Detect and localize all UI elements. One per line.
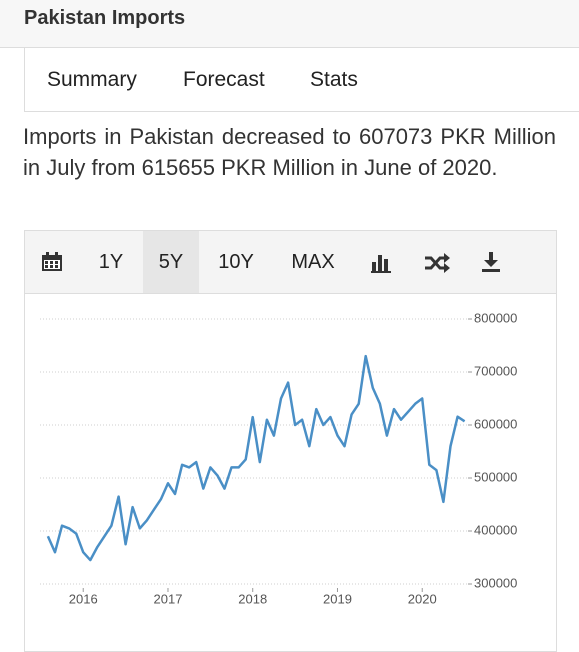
bar-chart-icon[interactable]	[371, 253, 391, 273]
range-button[interactable]: 5Y	[143, 231, 199, 293]
page-title: Pakistan Imports	[24, 7, 186, 29]
shuffle-icon[interactable]	[424, 253, 450, 273]
toolbar: 1Y 5Y 10Y MAX	[25, 231, 556, 294]
tab[interactable]: Summary	[47, 68, 137, 91]
tab[interactable]: Stats	[310, 68, 358, 91]
range-button[interactable]: MAX	[291, 251, 335, 273]
x-tick-label: 2017	[154, 591, 183, 606]
x-tick-label: 2016	[69, 591, 98, 606]
range-button[interactable]: 1Y	[98, 251, 124, 273]
series-line	[46, 354, 466, 562]
y-tick-label: 300000	[474, 575, 517, 590]
x-tick-label: 2018	[238, 591, 267, 606]
tab[interactable]: Forecast	[183, 68, 265, 91]
y-tick-label: 600000	[474, 416, 517, 431]
y-tick-label: 400000	[474, 522, 517, 537]
y-tick-label: 800000	[474, 310, 517, 325]
tabs: Summary Forecast Stats	[24, 48, 579, 112]
download-icon[interactable]	[481, 251, 501, 273]
x-tick-label: 2019	[323, 591, 352, 606]
calendar-icon[interactable]	[41, 252, 63, 272]
description: Imports in Pakistan decreased to 607073 …	[23, 124, 556, 180]
x-tick-label: 2020	[408, 591, 437, 606]
header: Pakistan Imports	[0, 0, 579, 48]
range-button[interactable]: 10Y	[218, 251, 254, 273]
y-tick-label: 700000	[474, 363, 517, 378]
y-tick-label: 500000	[474, 469, 517, 484]
